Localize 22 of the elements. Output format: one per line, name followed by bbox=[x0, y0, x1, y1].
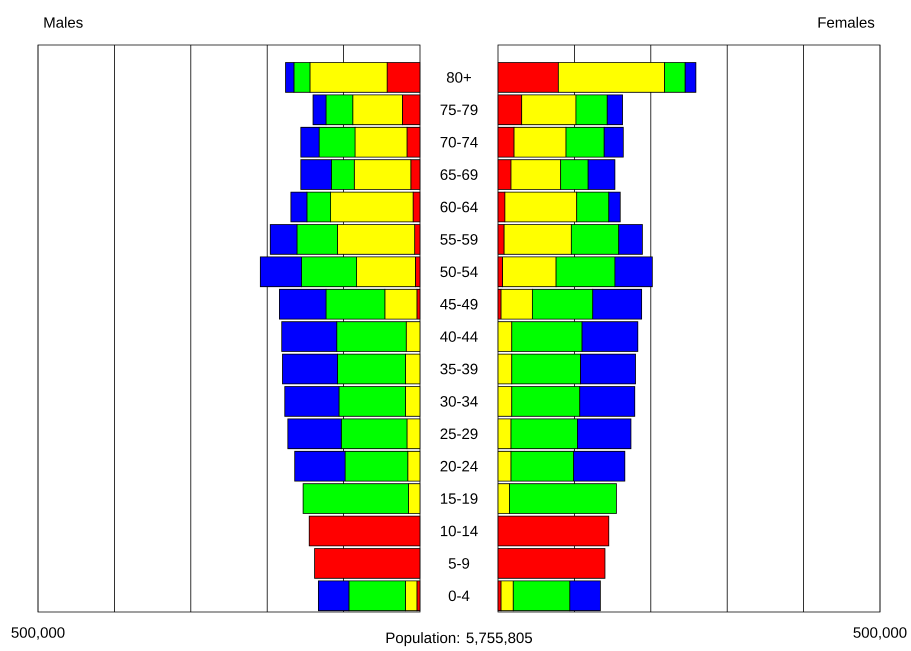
x-tick-label: 500,000 bbox=[853, 627, 906, 640]
y-tick-label: 75-79 bbox=[440, 104, 478, 116]
y-tick-label: 70-74 bbox=[440, 136, 478, 148]
y-tick-label: 40-44 bbox=[440, 331, 478, 342]
y-tick-label: 0-4 bbox=[448, 590, 470, 602]
y-tick-label: 35-39 bbox=[440, 364, 478, 374]
y-tick-label: 10-14 bbox=[440, 526, 478, 536]
y-tick-label: 60-64 bbox=[440, 202, 478, 212]
x-tick-label: 500,000 bbox=[11, 627, 65, 640]
y-tick-label: 80+ bbox=[446, 72, 471, 83]
y-tick-label: 65-69 bbox=[440, 169, 478, 180]
text: Population: 5,755,805 bbox=[386, 632, 532, 646]
y-tick-label: 25-29 bbox=[440, 428, 478, 440]
y-tick-label: 20-24 bbox=[440, 460, 478, 472]
y-tick-label: 5-9 bbox=[448, 558, 470, 569]
chart-title: Males bbox=[44, 16, 83, 28]
y-tick-label: 15-19 bbox=[440, 493, 478, 504]
y-tick-label: 30-34 bbox=[440, 396, 478, 407]
y-tick-label: 45-49 bbox=[440, 298, 478, 310]
chart-title: Females bbox=[818, 16, 874, 28]
y-tick-label: 50-54 bbox=[440, 266, 478, 278]
y-tick-label: 55-59 bbox=[440, 234, 478, 245]
